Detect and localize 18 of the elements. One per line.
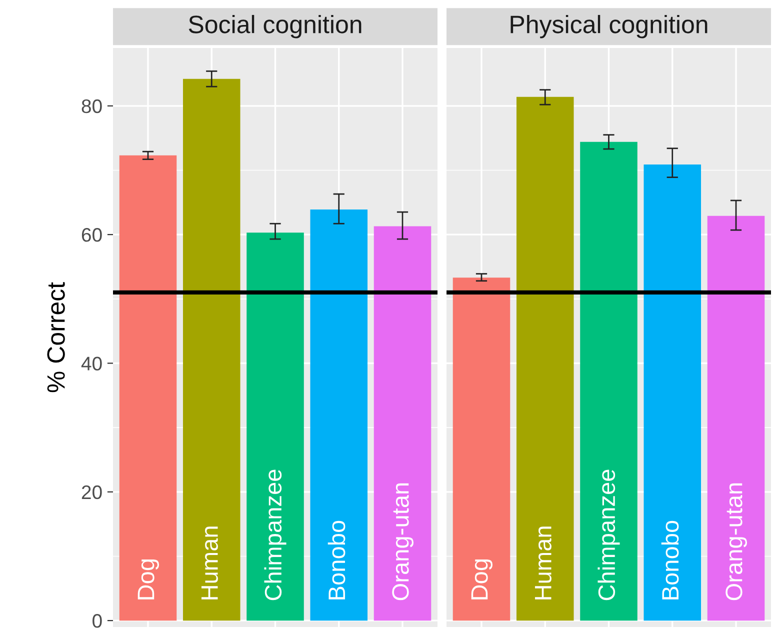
category-label: Orang-utan: [726, 483, 748, 600]
y-tick-label: 0: [92, 614, 102, 628]
category-label: Human: [534, 526, 552, 600]
category-label: Chimpanzee: [264, 470, 286, 600]
category-label: Dog: [138, 559, 159, 600]
category-label: Chimpanzee: [598, 470, 620, 600]
chart-title: Physical cognition: [510, 14, 708, 38]
category-label: Bonobo: [328, 520, 346, 600]
y-axis-title: % Correct: [47, 282, 65, 392]
y-tick-label: 60: [82, 228, 102, 242]
y-tick-label: 40: [81, 356, 102, 370]
y-tick-label: 20: [82, 485, 102, 500]
category-label: Dog: [471, 559, 492, 600]
y-tick-label: 80: [82, 99, 102, 114]
chart-title: Social cognition: [188, 14, 362, 38]
category-label: Orang-utan: [392, 483, 414, 600]
category-label: Bonobo: [661, 520, 679, 600]
category-label: Human: [201, 526, 218, 600]
